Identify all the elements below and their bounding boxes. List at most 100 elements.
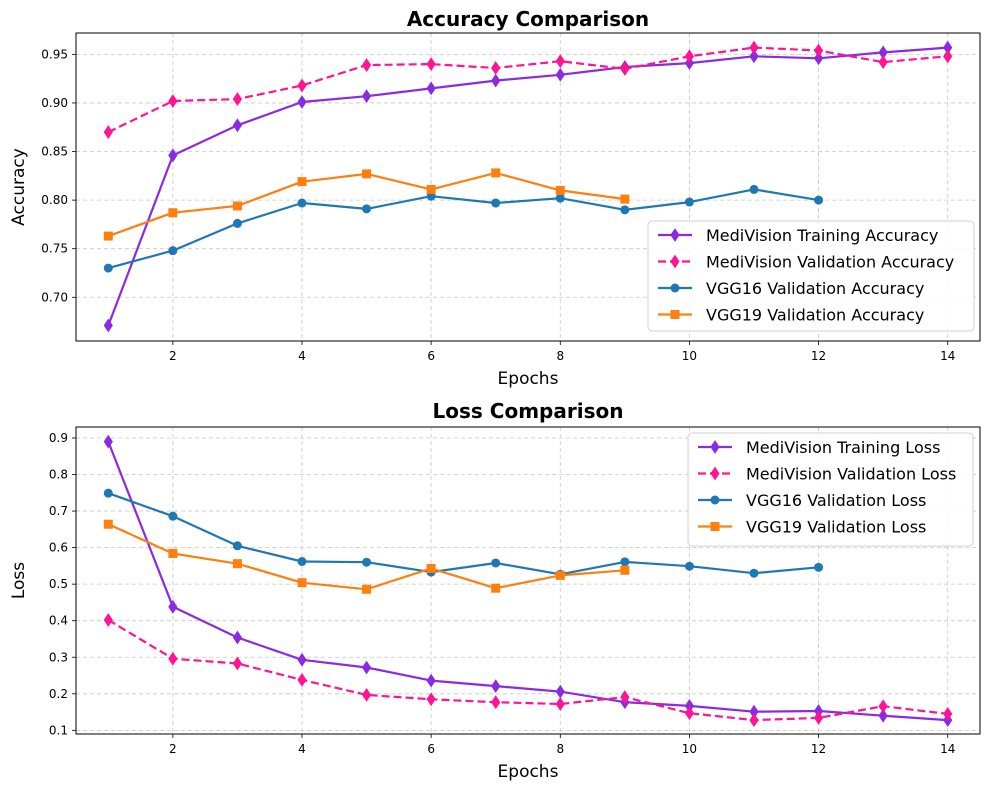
series-line — [107, 46, 948, 326]
data-point — [491, 679, 501, 694]
data-point — [814, 562, 824, 572]
data-point — [426, 57, 436, 71]
legend: MediVision Training Loss MediVision Valid… — [687, 432, 974, 547]
data-point — [813, 43, 824, 58]
series-line — [107, 441, 948, 722]
legend-item: VGG19 Validation Accuracy — [658, 306, 924, 325]
y-tick-label: 0.85 — [41, 145, 68, 159]
data-point — [813, 51, 824, 66]
series-medivision-validation-loss — [103, 613, 953, 728]
data-point — [361, 660, 372, 675]
data-point — [555, 193, 565, 203]
x-tick-label: 12 — [811, 742, 826, 756]
legend-label: MediVision Training Accuracy — [706, 226, 938, 245]
data-point — [684, 197, 694, 207]
data-point — [362, 204, 372, 214]
chart-title: Accuracy Comparison — [407, 7, 649, 31]
legend-label: MediVision Validation Accuracy — [706, 253, 954, 272]
accuracy-chart-panel: 2 4 6 8 10 12 14 0.70 0.75 0.80 0.85 0.90 0.95 Accura… — [9, 7, 981, 389]
series-line — [107, 492, 819, 576]
data-point — [620, 194, 630, 204]
x-tick-label: 8 — [556, 742, 564, 756]
x-tick-label: 4 — [298, 742, 306, 756]
data-point — [491, 198, 501, 208]
x-tick-label: 2 — [169, 742, 177, 756]
series-vgg16-validation-loss — [103, 488, 824, 579]
axis-ticks: 2 4 6 8 10 12 14 0.1 0.2 0.3 0.4 0.5 0.6 0.7 0.8 0.9 — [49, 431, 955, 756]
data-point — [620, 62, 630, 76]
data-point — [555, 54, 565, 69]
data-point — [168, 599, 178, 614]
data-point — [426, 191, 436, 201]
data-point — [749, 713, 759, 728]
legend-marker — [670, 228, 680, 242]
data-point — [168, 548, 178, 558]
y-axis-label: Loss — [9, 562, 29, 599]
y-tick-label: 0.3 — [49, 650, 68, 664]
data-point — [555, 185, 565, 195]
data-point — [232, 656, 243, 671]
y-tick-label: 0.6 — [49, 541, 68, 555]
data-point — [426, 563, 436, 573]
legend-item: VGG19 Validation Loss — [698, 518, 926, 537]
y-tick-label: 0.8 — [49, 468, 68, 482]
legend-marker — [670, 254, 680, 269]
legend-box — [647, 220, 975, 332]
data-point — [168, 511, 178, 521]
legend-item: MediVision Training Accuracy — [658, 226, 938, 245]
data-point — [426, 673, 436, 688]
x-axis-label: Epochs — [498, 369, 559, 389]
data-point — [491, 695, 501, 710]
x-tick-label: 14 — [940, 349, 955, 363]
data-point — [878, 708, 888, 723]
data-point — [103, 231, 113, 241]
data-point — [555, 67, 565, 82]
x-tick-label: 8 — [556, 349, 564, 363]
data-point — [297, 652, 307, 667]
data-point — [620, 205, 630, 215]
legend-label: VGG19 Validation Loss — [746, 518, 926, 537]
data-point — [555, 684, 565, 699]
data-point — [684, 561, 694, 571]
plot-frame — [75, 426, 981, 735]
data-point — [103, 519, 113, 529]
y-tick-label: 0.80 — [41, 193, 68, 207]
legend-box — [687, 432, 974, 547]
legend-label: MediVision Training Loss — [746, 438, 940, 457]
y-tick-label: 0.2 — [49, 687, 68, 701]
legend-item: MediVision Validation Accuracy — [658, 253, 954, 272]
data-point — [362, 557, 372, 567]
x-tick-label: 10 — [682, 349, 697, 363]
x-tick-label: 6 — [427, 349, 435, 363]
data-point — [749, 184, 759, 194]
legend-marker — [710, 495, 720, 505]
data-point — [297, 556, 307, 566]
data-point — [361, 58, 372, 72]
axis-ticks: 2 4 6 8 10 12 14 0.70 0.75 0.80 0.85 0.90 0.95 — [41, 47, 955, 363]
data-point — [361, 89, 372, 104]
legend-label: VGG19 Validation Accuracy — [706, 306, 924, 325]
data-point — [555, 570, 565, 580]
data-point — [426, 692, 436, 707]
data-point — [943, 49, 953, 64]
data-point — [943, 706, 953, 721]
legend-marker — [670, 310, 680, 319]
data-point — [684, 706, 695, 721]
legend-item: VGG16 Validation Loss — [698, 491, 926, 510]
data-point — [103, 125, 113, 140]
data-point — [491, 583, 501, 593]
y-axis-label: Accuracy — [9, 148, 29, 226]
data-point — [749, 568, 759, 578]
series-vgg19-validation-loss — [103, 519, 630, 594]
data-point — [620, 557, 630, 567]
y-tick-label: 0.7 — [49, 504, 68, 518]
data-point — [749, 49, 759, 64]
legend-label: VGG16 Validation Loss — [746, 491, 926, 510]
x-tick-label: 12 — [811, 349, 826, 363]
data-point — [297, 578, 307, 588]
y-tick-label: 0.75 — [41, 242, 68, 256]
data-point — [684, 49, 695, 64]
data-point — [491, 558, 501, 568]
x-tick-label: 4 — [298, 349, 306, 363]
